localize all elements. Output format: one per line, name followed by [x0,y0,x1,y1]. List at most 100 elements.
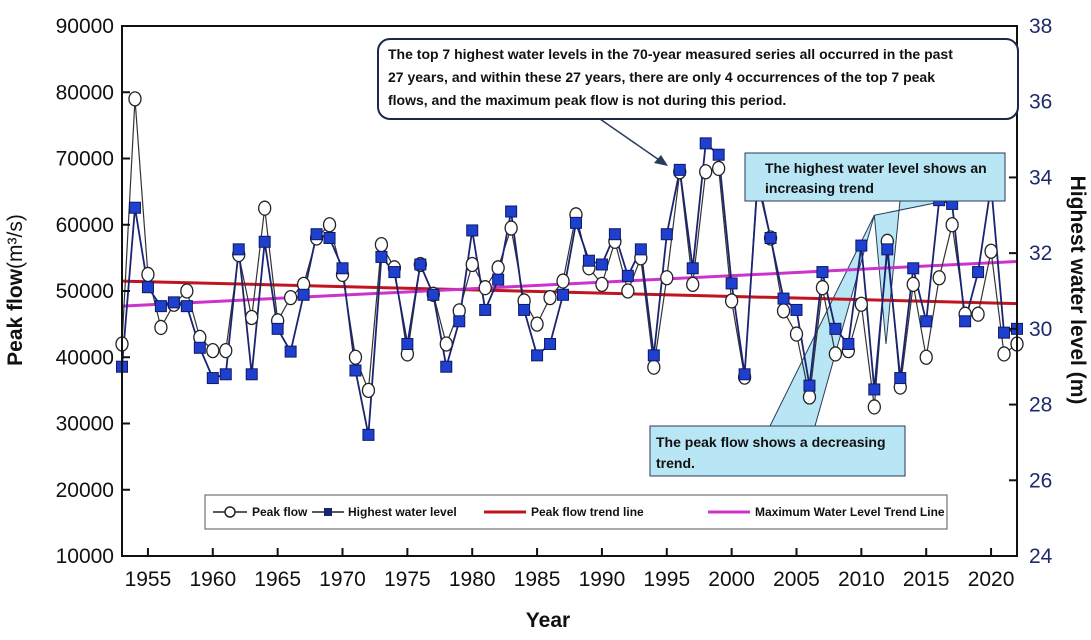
highest-water-level-point [777,292,790,305]
highest-water-level-point [894,372,907,385]
x-tick-label: 1975 [384,568,431,591]
peak-flow-point [556,273,570,289]
highest-water-level-point [427,288,440,301]
highest-water-level-point [621,269,634,282]
highest-water-level-point [349,364,362,377]
highest-water-level-point [440,360,453,373]
callout-top7-line-3: flows, and the maximum peak flow is not … [388,92,786,108]
legend-label-highest-water-level: Highest water level [348,505,457,519]
x-tick-label: 1990 [579,568,626,591]
peak-flow-point [465,256,479,273]
highest-water-level-point [154,300,167,313]
highest-water-level-point [128,201,141,214]
peak-flow-point [361,382,376,399]
peak-flow-point [945,217,959,233]
highest-water-level-point [466,224,479,237]
highest-water-level-point [167,296,180,309]
highest-water-level-point [881,243,894,256]
callout-increasing-line-2: increasing trend [765,180,874,196]
y-left-tick-label: 60000 [56,214,114,237]
highest-water-level-point [608,228,621,241]
peak-flow-point [374,236,389,253]
top7-callout-arrowhead [654,155,668,166]
legend-label-peak-flow-trend: Peak flow trend line [531,505,644,519]
peak-flow-point [984,243,998,259]
highest-water-level-point [245,368,258,381]
peak-flow-point [348,349,363,365]
data-series [115,91,1024,441]
peak-flow-point [322,217,337,233]
highest-water-level-point [686,262,699,275]
x-axis-title: Year [526,609,570,632]
x-tick-label: 2015 [903,568,950,591]
peak-flow-point [712,160,726,177]
top7-callout-arrow [599,118,663,163]
x-tick-label: 2020 [968,568,1015,591]
legend-item-water-level-trend: Maximum Water Level Trend Line [708,505,945,519]
y-right-tick-label: 34 [1029,166,1053,189]
peak-flow-point [724,293,739,309]
highest-water-level-point [972,266,985,279]
highest-water-level-point [920,315,933,328]
peak-flow-point [647,359,661,375]
highest-water-level-line [121,141,1018,436]
peak-flow-point [932,270,946,286]
callout-increasing: The highest water level shows an increas… [744,152,1006,202]
highest-water-level-point [868,383,881,396]
highest-water-level-point [297,288,310,301]
y-axis-left-title: Peak flow(m³/s) [4,214,27,366]
highest-water-level-point [764,232,777,244]
highest-water-level-point [271,322,284,335]
highest-water-level-point [310,228,323,241]
highest-water-level-point [401,338,414,350]
highest-water-level-point [375,250,388,263]
x-tick-label: 1995 [643,568,690,591]
peak-flow-point [206,342,220,359]
peak-flow-point [802,389,817,405]
peak-flow-point [141,266,155,283]
y-left-tick-label: 90000 [56,15,114,38]
y-right-tick-label: 36 [1029,91,1052,114]
callout-decreasing-line-2: trend. [656,455,695,471]
highest-water-level-point [582,254,595,267]
peak-flow-point [997,346,1011,362]
peak-flow-point [180,283,194,299]
peak-flow-point [245,309,259,326]
highest-water-level-point [725,277,738,290]
y-right-tick-label: 26 [1029,469,1052,492]
y-left-tick-label: 70000 [56,148,114,171]
highest-water-level-point [388,266,401,279]
highest-water-level-point [673,163,686,176]
highest-water-level-point [531,349,544,362]
legend-item-peak-flow: Peak flow [213,505,308,519]
highest-water-level-point [816,266,829,279]
highest-water-level-point [557,288,570,301]
legend-label-peak-flow: Peak flow [252,505,308,519]
highest-water-level-point [712,148,725,161]
peak-flow-point [439,336,453,352]
highest-water-level-point [842,338,855,350]
highest-water-level-point [595,258,608,271]
highest-water-level-point [232,243,245,256]
highest-water-level-point [193,341,206,354]
highest-water-level-point [907,262,920,275]
legend: Peak flow Highest water level Peak flow … [204,494,948,530]
peak-flow-point [219,342,233,359]
highest-water-level-point [180,300,193,313]
highest-water-level-point [206,372,219,385]
x-tick-label: 1970 [319,568,366,591]
callout-decreasing-line-1: The peak flow shows a decreasing [656,434,886,450]
peak-flow-point [776,303,791,319]
highest-water-level-point [492,273,505,286]
y-right-tick-label: 38 [1029,15,1052,38]
y-left-tick-label: 80000 [56,81,114,104]
highest-water-level-point [505,205,518,218]
highest-water-level-point [336,262,349,275]
peak-flow-point [621,283,635,299]
x-tick-label: 1960 [189,568,236,591]
y-left-tick-label: 40000 [56,346,114,369]
x-tick-label: 1955 [125,568,172,591]
y-right-tick-label: 24 [1029,545,1053,568]
highest-water-level-point [660,228,673,241]
